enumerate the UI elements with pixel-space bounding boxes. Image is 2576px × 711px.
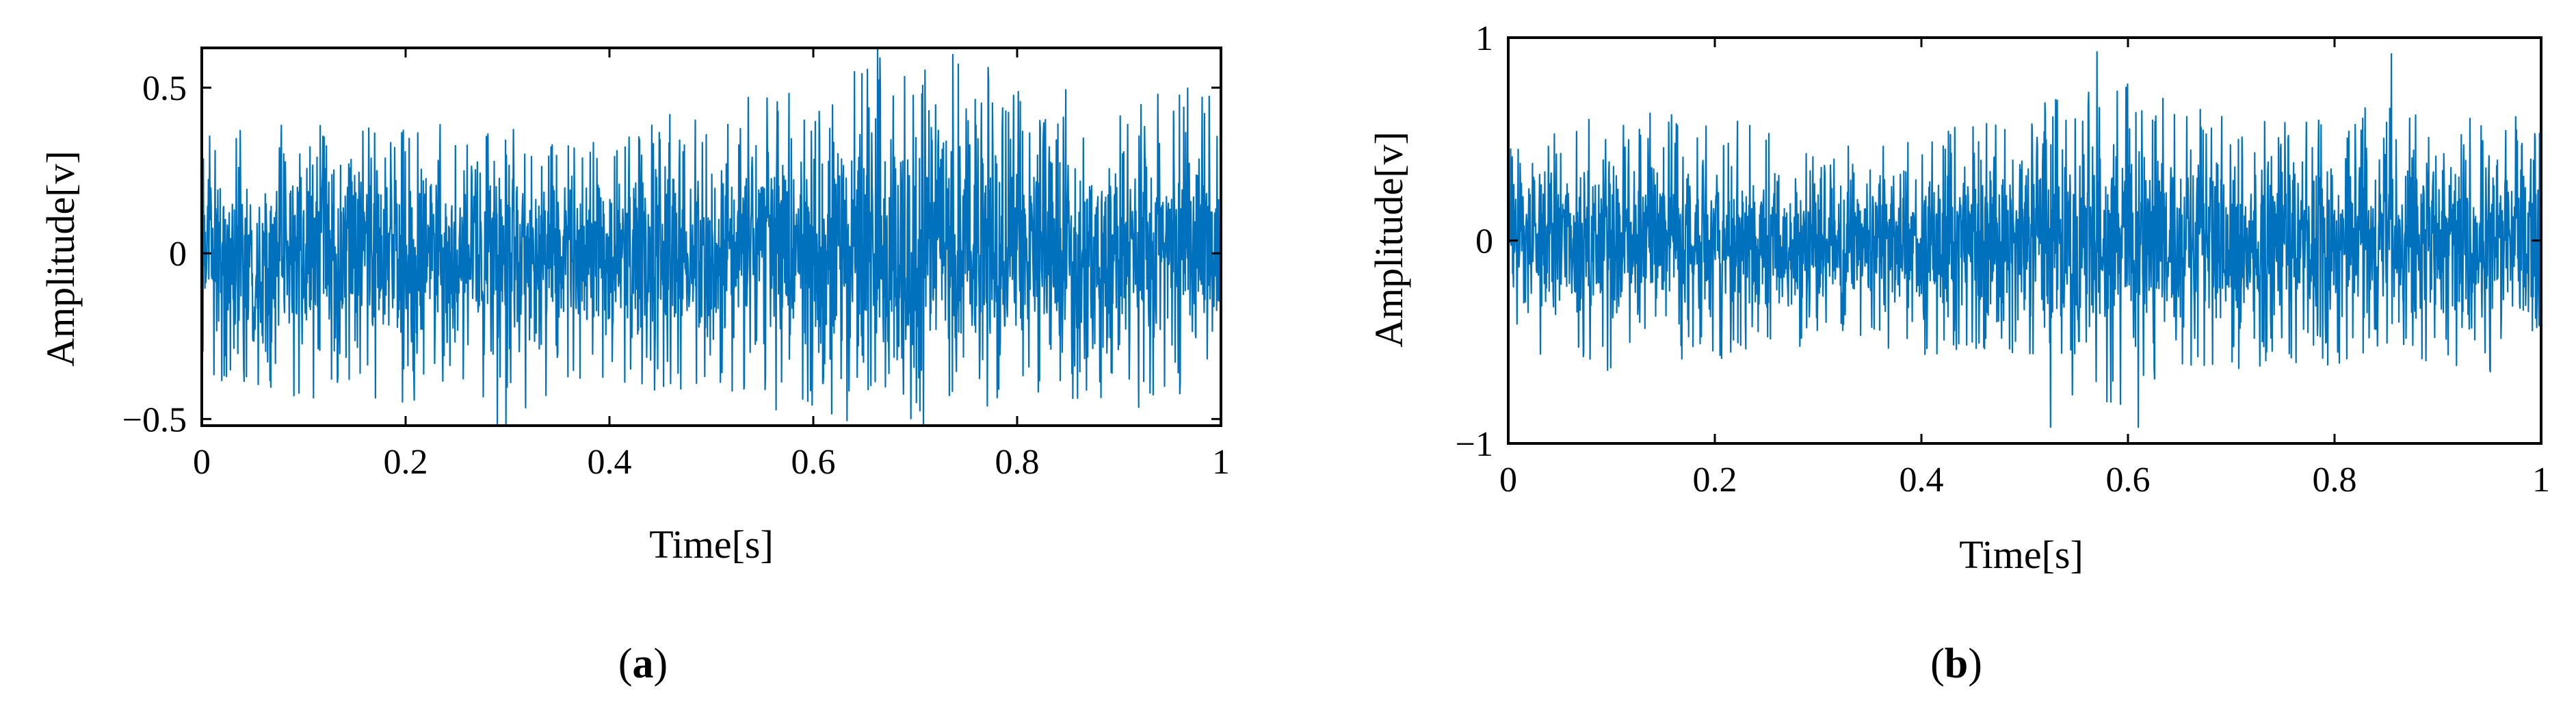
panel-a: 0 0.2 0.4 0.6 0.8 1 −0.500.5 Time[s] Amplitud… [38,47,1230,687]
x-tick-label: 0 [193,443,211,482]
signal-trace [200,47,1222,427]
x-tick-label: 1 [1212,443,1230,482]
panel-label: a [633,641,654,687]
x-tick-label: 0.6 [2106,461,2151,500]
x-tick-label: 0.2 [384,443,428,482]
x-tick-label: 1 [2532,461,2550,500]
svg-text:(b): (b) [1930,641,1982,687]
x-tick-label: 0.6 [791,443,836,482]
x-tick-label: 0.4 [1900,461,1944,500]
signal-series-line [200,47,1222,427]
axes-frame [200,47,1222,427]
x-tick-label: 0.2 [1693,461,1737,500]
panel-label: b [1945,641,1968,687]
y-tick-label: −0.5 [122,400,187,439]
y-axis-label: Amplitude[v] [1367,131,1411,348]
y-axis-label: Amplitude[v] [38,151,83,367]
x-tick-label: 0.4 [588,443,632,482]
y-tick-label: 0.5 [142,69,187,108]
x-axis-label: Time[s] [649,522,774,567]
panel-caption-b: (b) [1930,641,1982,687]
svg-text:(a): (a) [618,641,668,687]
y-ticks: −1 0 1 [1456,19,2541,464]
y-tick-label: 0 [169,235,187,274]
panel-caption-a: (a) [618,641,668,687]
panel-b: 0 0.2 0.4 0.6 0.8 1 −101 Time[s] Amplitude[v]… [1367,19,2550,687]
x-axis-label: Time[s] [1959,532,2084,577]
x-tick-label: 0.8 [995,443,1040,482]
x-tick-label: 0 [1499,461,1517,500]
x-ticks: 0 0.2 0.4 0.6 0.8 1 [1499,38,2550,500]
x-ticks: 0 0.2 0.4 0.6 0.8 1 [193,48,1230,482]
x-tick-label: 0.8 [2313,461,2357,500]
y-tick-label: 1 [1475,19,1493,58]
y-ticks: −0.5 0 0.5 [122,69,1221,439]
y-tick-label: −1 [1456,425,1493,464]
y-tick-label: 0 [1475,222,1493,261]
signal-series-line [1507,51,2542,428]
signal-trace [1507,51,2542,428]
